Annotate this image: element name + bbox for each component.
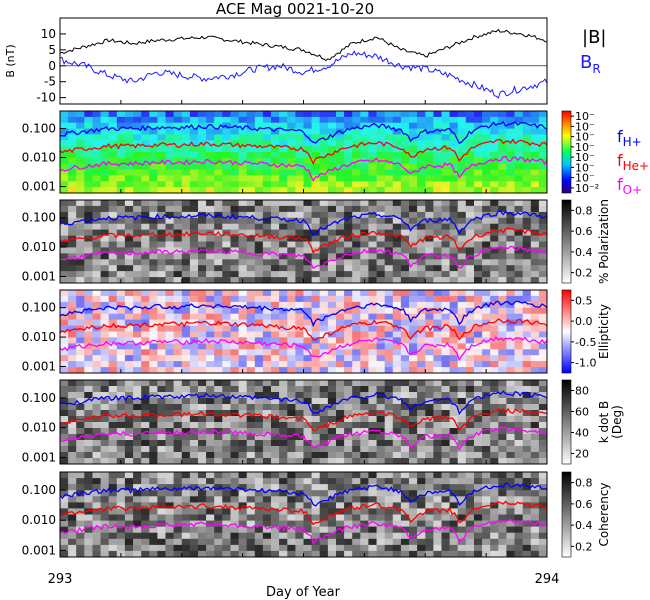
y-tick-label: 0.100 [22,391,56,405]
line-f-he [59,407,548,432]
colorbar-tick-label: 10⁻ [575,120,595,133]
colorbar-tick-label: 0.2 [575,540,593,553]
y-tick-label: 10 [41,27,56,41]
line-f-h [59,210,548,237]
y-tick-label: 0.100 [22,301,56,315]
y-tick-label: 0 [48,59,56,73]
line-f-o [59,245,548,270]
line-f-o [59,155,548,183]
y-tick-label: 5 [48,43,56,57]
colorbar-tick-label: 10⁻ [575,131,595,144]
b-panel-background [60,18,547,104]
legend-f-he: fHe+ [617,151,649,173]
line-f-he [59,318,548,341]
x-tick-label-294: 294 [535,572,560,587]
colorbar-tick-label: 20 [575,448,589,461]
line-f-he [59,500,548,526]
y-tick-label: 0.001 [22,269,56,283]
y-tick-label: 0.100 [22,211,56,225]
colorbar-label: % Polarization [597,199,611,284]
line-f-he [59,227,548,254]
y-tick-label: 0.010 [22,330,56,344]
y-axis-label: B (nT) [4,44,17,77]
line-f-o [59,425,548,452]
colorbar-tick-label: 0.5 [575,294,593,307]
y-tick-label: -10 [36,91,56,105]
y-tick-label: 0.001 [22,543,56,557]
colorbar-tick-label: 0.6 [575,225,593,238]
colorbar [561,110,572,194]
colorbar-tick-label: 40 [575,427,589,440]
colorbar [561,379,572,465]
colorbar [561,471,572,558]
colorbar-tick-label: 0.4 [575,246,593,259]
line-f-o [59,518,548,545]
colorbar-tick-label: 0.4 [575,519,593,532]
line-f-h [59,120,548,145]
x-axis-label: Day of Year [266,585,341,600]
colorbar-tick-label: 10⁻ [575,110,595,123]
legend-b-r: BR [580,52,601,76]
y-tick-label: 0.001 [22,180,56,194]
y-tick-label: 0.010 [22,240,56,254]
y-tick-label: 0.001 [22,450,56,464]
colorbar-label-units: (Deg) [610,405,624,439]
y-tick-label: 0.010 [22,151,56,165]
colorbar-tick-label: 0.8 [575,477,593,490]
x-tick-label-293: 293 [48,572,73,587]
colorbar-tick-label: 10⁻ [575,161,595,174]
colorbar-tick-label: 0.6 [575,498,593,511]
y-tick-label: 0.100 [22,121,56,135]
colorbar [561,289,572,374]
colorbar-label: Coherency [597,482,611,546]
colorbar-tick-label: 60 [575,406,589,419]
colorbar-tick-label: -1.0 [575,357,596,370]
series-b-total [59,28,548,62]
colorbar-tick-label: 10⁻ [575,172,595,185]
colorbar-tick-label: 80 [575,385,589,398]
line-f-h [59,482,548,507]
y-tick-label: 0.100 [22,483,56,497]
y-tick-label: 0.010 [22,513,56,527]
colorbar-tick-label: 10⁻² [575,182,599,195]
colorbar-tick-label: 0.0 [575,315,593,328]
series-b-r [59,50,548,99]
colorbar-tick-label: 10⁻ [575,151,595,164]
figure-title: ACE Mag 0021-10-20 [216,0,374,18]
legend-f-h: fH+ [617,127,642,149]
colorbar-tick-label: 0.2 [575,267,593,280]
colorbar-tick-label: 10⁻ [575,141,595,154]
legend-f-o: fO+ [617,175,642,197]
y-tick-label: 0.001 [22,359,56,373]
colorbar-label: Ellipticity [597,304,611,359]
line-f-o [59,336,548,362]
colorbar-tick-label: -0.5 [575,336,596,349]
y-tick-label: -5 [44,75,56,89]
line-f-he [59,138,548,165]
y-tick-label: 0.010 [22,421,56,435]
line-f-h [59,390,548,416]
colorbar-label: k dot B [597,401,611,443]
colorbar [561,199,572,284]
line-f-h [59,300,548,328]
legend-b-total: |B| [582,27,606,48]
colorbar-tick-label: 0.8 [575,204,593,217]
